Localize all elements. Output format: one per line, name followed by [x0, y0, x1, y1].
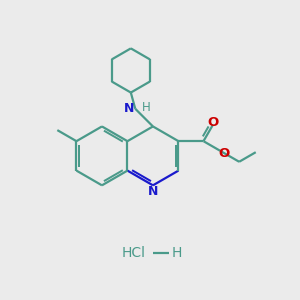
Text: O: O — [218, 147, 229, 160]
Text: N: N — [124, 102, 134, 115]
Text: HCl: HCl — [122, 246, 146, 260]
Text: H: H — [142, 101, 151, 114]
Text: O: O — [207, 116, 219, 129]
Text: H: H — [171, 246, 182, 260]
Text: N: N — [148, 185, 158, 198]
